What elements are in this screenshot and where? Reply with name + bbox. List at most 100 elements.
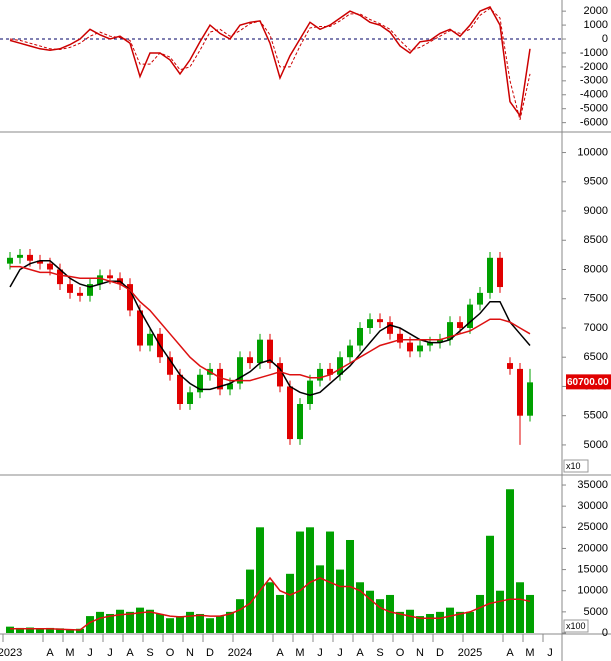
candle-body — [377, 319, 383, 323]
y-tick-label: 2000 — [584, 5, 608, 17]
x-tick-label: 2024 — [228, 647, 252, 659]
y-tick-label: -5000 — [580, 103, 608, 115]
candle-body — [407, 342, 413, 352]
y-tick-label: 8500 — [584, 234, 608, 246]
candle-body — [417, 345, 423, 352]
volume-bar — [516, 582, 524, 633]
candle-body — [527, 382, 533, 416]
candle-body — [67, 284, 73, 293]
candle-body — [227, 383, 233, 390]
candle-body — [457, 322, 463, 328]
x-tick-label: J — [317, 647, 323, 659]
volume-bar — [206, 618, 214, 633]
last-price-label: 60700.00 — [567, 377, 609, 388]
y-tick-label: 5500 — [584, 410, 608, 422]
candle-body — [197, 374, 203, 393]
y-tick-label: -1000 — [580, 47, 608, 59]
volume-bar — [356, 582, 364, 633]
volume-bar — [466, 611, 474, 633]
volume-bar — [216, 616, 224, 633]
last-price-box — [566, 374, 611, 390]
candle-body — [437, 339, 443, 343]
y-tick-label: 15000 — [577, 563, 608, 575]
candle-body — [327, 368, 333, 375]
candle-body — [367, 319, 373, 328]
volume-bar — [306, 527, 314, 633]
candle-body — [137, 310, 143, 346]
candle-body — [77, 292, 83, 296]
candle-body — [477, 292, 483, 305]
volume-bar — [506, 489, 514, 633]
y-tick-label: 25000 — [577, 521, 608, 533]
volume-bar — [526, 594, 534, 633]
x-tick-label: S — [376, 647, 383, 659]
volume-bar — [316, 565, 324, 633]
volume-bar — [406, 609, 414, 633]
y-tick-label: -2000 — [580, 61, 608, 73]
candle-body — [467, 304, 473, 328]
volume-bar — [376, 599, 384, 633]
x-tick-label: O — [396, 647, 405, 659]
volume-bar — [286, 573, 294, 633]
candle-body — [497, 257, 503, 288]
scale-note: x100 — [566, 621, 586, 631]
x-tick-label: N — [186, 647, 194, 659]
volume-bar — [396, 611, 404, 633]
x-tick-label: 2025 — [458, 647, 482, 659]
candle-body — [247, 357, 253, 364]
candle-body — [447, 322, 453, 340]
volume-bar — [476, 594, 484, 633]
x-tick-label: J — [547, 647, 553, 659]
candle-body — [27, 254, 33, 261]
x-tick-label: M — [295, 647, 304, 659]
volume-bar — [176, 616, 184, 633]
volume-bar — [426, 613, 434, 633]
candle-body — [257, 339, 263, 364]
volume-bar — [116, 609, 124, 633]
volume-bar — [126, 611, 134, 633]
plot-area — [7, 249, 533, 445]
volume-bar — [76, 628, 84, 633]
candle-body — [97, 275, 103, 285]
y-tick-label: 8000 — [584, 263, 608, 275]
volume-bar — [146, 609, 154, 633]
volume-bar — [86, 616, 94, 633]
volume-bar — [136, 607, 144, 633]
volume-bar — [196, 613, 204, 633]
x-tick-label: J — [87, 647, 93, 659]
candle-body — [357, 327, 363, 346]
volume-bar — [46, 627, 54, 633]
candle-body — [397, 333, 403, 343]
volume-bar — [336, 569, 344, 633]
x-tick-label: M — [525, 647, 534, 659]
y-tick-label: -6000 — [580, 117, 608, 129]
volume-bar — [266, 582, 274, 633]
x-tick-label: S — [146, 647, 153, 659]
volume-bar — [446, 607, 454, 633]
candle-body — [107, 275, 113, 279]
candle-body — [277, 363, 283, 387]
y-tick-label: -4000 — [580, 89, 608, 101]
volume-bar — [236, 599, 244, 633]
candle-body — [167, 357, 173, 375]
volume-bar — [256, 527, 264, 633]
candle-body — [507, 363, 513, 369]
x-tick-label: D — [206, 647, 214, 659]
y-tick-label: 30000 — [577, 500, 608, 512]
x-tick-label: O — [166, 647, 175, 659]
candle-body — [177, 374, 183, 404]
y-tick-label: 5000 — [584, 439, 608, 451]
volume-bar — [436, 611, 444, 633]
plot-area — [6, 489, 534, 633]
y-tick-label: 0 — [602, 627, 608, 639]
scale-note-box — [563, 459, 589, 473]
candle-body — [487, 257, 493, 293]
volume-bar — [226, 611, 234, 633]
y-tick-label: 0 — [602, 33, 608, 45]
y-tick-label: 7000 — [584, 322, 608, 334]
y-tick-label: 9000 — [584, 205, 608, 217]
candle-body — [127, 284, 133, 311]
y-tick-label: 35000 — [577, 479, 608, 491]
y-tick-label: 9500 — [584, 176, 608, 188]
